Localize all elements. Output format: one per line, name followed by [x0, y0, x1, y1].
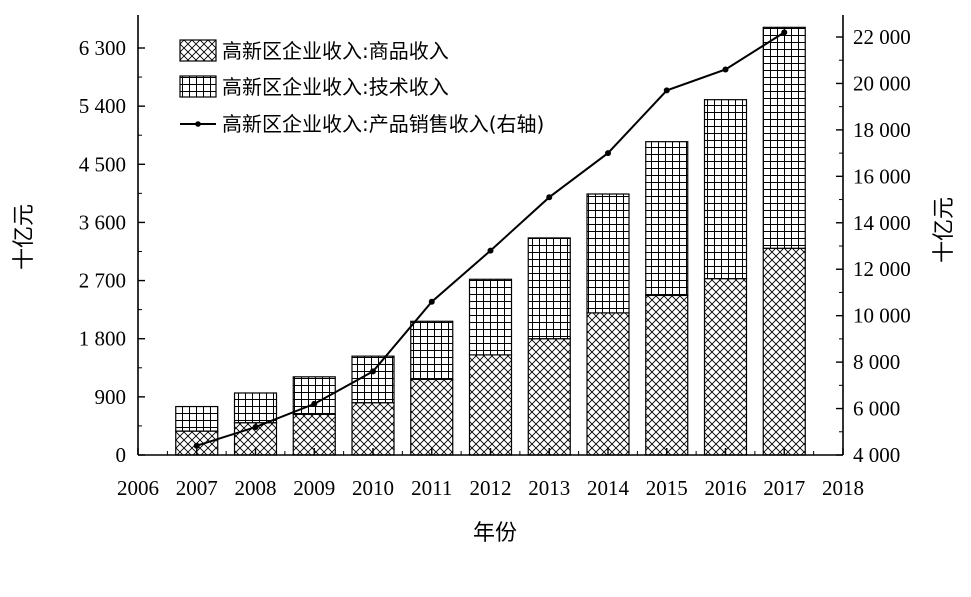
bar-tech-2015	[645, 141, 689, 297]
line-layer	[193, 29, 788, 449]
axes-layer: 0 900 1 800 2 700 3 600 4 500 5 400 6 300 4 000 6…	[79, 15, 911, 500]
point-sales-2015	[663, 87, 670, 94]
bar-tech-2016	[703, 99, 748, 280]
point-sales-2011	[428, 298, 435, 305]
x-tick-label: 2018	[822, 476, 864, 500]
bar-tech-2011	[410, 320, 454, 381]
x-axis-title: 年份	[473, 521, 517, 546]
point-sales-2009	[311, 400, 318, 407]
y-tick-label: 4 500	[79, 152, 126, 176]
y2-tick-label: 8 000	[853, 350, 900, 374]
point-sales-2007	[193, 442, 200, 449]
y-tick-label: 900	[95, 385, 127, 409]
x-tick-label: 2017	[763, 476, 805, 500]
x-tick-label: 2010	[352, 476, 394, 500]
y2-tick-label: 4 000	[853, 443, 900, 467]
bar-goods-2012	[468, 354, 513, 456]
x-tick-label: 2009	[293, 476, 335, 500]
point-sales-2012	[487, 247, 494, 254]
legend-label-goods: 高新区企业收入:商品收入	[222, 39, 449, 63]
x-tick-label: 2016	[705, 476, 747, 500]
y2-tick-label: 14 000	[853, 211, 911, 235]
y-tick-label: 1 800	[79, 327, 126, 351]
y2-tick-label: 18 000	[853, 118, 911, 142]
x-tick-label: 2008	[235, 476, 277, 500]
bar-goods-2017	[762, 247, 806, 456]
x-tick-label: 2013	[528, 476, 570, 500]
y2-tick-label: 6 000	[853, 397, 900, 421]
point-sales-2013	[546, 194, 553, 201]
legend-label-sales: 高新区企业收入:产品销售收入(右轴)	[222, 112, 544, 136]
bar-tech-2012	[468, 278, 513, 356]
x-tick-label: 2015	[646, 476, 688, 500]
bar-goods-2016	[703, 278, 748, 456]
y2-axis-title: 十亿元	[932, 197, 957, 263]
x-tick-label: 2007	[176, 476, 218, 500]
bar-tech-2014	[586, 193, 630, 314]
bar-goods-2010	[351, 402, 395, 456]
y-tick-label: 6 300	[79, 36, 126, 60]
y2-tick-label: 16 000	[853, 164, 911, 188]
legend: 高新区企业收入:商品收入 高新区企业收入:技术收入 高新区企业收入:产品销售收入…	[179, 39, 544, 136]
point-sales-2017	[781, 29, 788, 36]
x-tick-label: 2011	[411, 476, 452, 500]
bar-tech-2017	[762, 26, 806, 249]
y-tick-label: 5 400	[79, 94, 126, 118]
y-tick-label: 2 700	[79, 269, 126, 293]
y2-tick-label: 12 000	[853, 257, 911, 281]
bar-goods-2014	[586, 312, 630, 456]
bar-tech-2008	[233, 392, 278, 424]
point-sales-2016	[722, 66, 729, 73]
y-tick-label: 0	[116, 443, 127, 467]
point-sales-2014	[605, 150, 611, 157]
legend-label-tech: 高新区企业收入:技术收入	[222, 75, 449, 99]
x-tick-label: 2014	[587, 476, 630, 500]
point-sales-2010	[370, 368, 376, 375]
y2-tick-label: 10 000	[853, 304, 911, 328]
x-tick-label: 2006	[117, 476, 159, 500]
x-tick-label: 2012	[470, 476, 512, 500]
y-axis-title: 十亿元	[12, 204, 37, 270]
bar-goods-2011	[410, 378, 454, 456]
bar-tech-2013	[527, 237, 571, 340]
legend-marker-sales	[195, 121, 201, 127]
bar-goods-2013	[527, 338, 571, 456]
bar-tech-2007	[175, 405, 219, 432]
bar-goods-2015	[645, 294, 689, 456]
legend-swatch-goods	[179, 39, 217, 62]
y-tick-label: 3 600	[79, 210, 126, 234]
y2-tick-label: 22 000	[853, 25, 911, 49]
point-sales-2008	[252, 424, 259, 431]
y2-tick-label: 20 000	[853, 71, 911, 95]
legend-swatch-tech	[179, 75, 217, 98]
